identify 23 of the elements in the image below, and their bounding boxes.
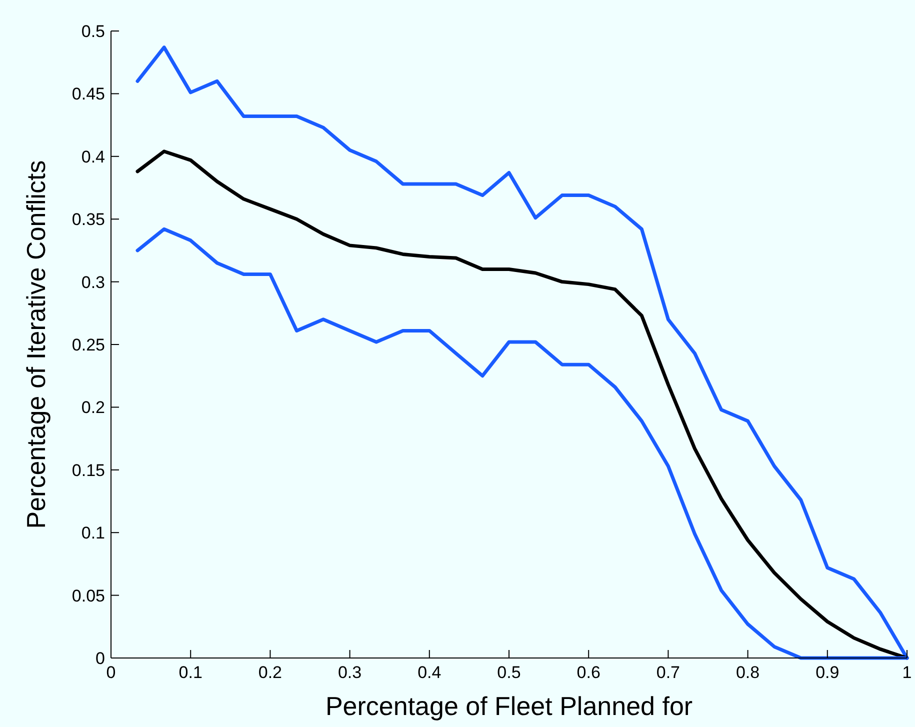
y-tick-label: 0.1	[81, 524, 105, 543]
x-tick-label: 0.6	[576, 663, 600, 682]
x-tick-label: 0.7	[656, 663, 680, 682]
y-tick-label: 0.45	[72, 84, 105, 104]
x-tick-label: 0.8	[736, 663, 760, 682]
x-tick-label: 1	[902, 663, 912, 682]
x-tick-label: 0.1	[178, 663, 202, 682]
x-tick-label: 0.9	[816, 663, 840, 682]
y-tick-label: 0.25	[72, 335, 105, 354]
y-tick-label: 0.05	[72, 586, 105, 606]
x-tick-label: 0.2	[258, 663, 282, 682]
y-tick-label: 0.4	[81, 147, 105, 166]
y-tick-label: 0.2	[81, 398, 105, 418]
y-axis-title: Percentage of Iterative Conflicts	[21, 160, 51, 529]
y-tick-label: 0.3	[81, 272, 105, 292]
x-tick-label: 0.3	[338, 663, 362, 682]
y-tick-label: 0.35	[72, 210, 105, 230]
x-axis-title: Percentage of Fleet Planned for	[325, 691, 693, 721]
x-tick-label: 0.4	[418, 663, 442, 682]
y-tick-label: 0.5	[81, 22, 105, 41]
x-tick-label: 0.5	[497, 663, 521, 682]
y-tick-label: 0	[96, 648, 105, 668]
y-tick-label: 0.15	[72, 460, 105, 480]
